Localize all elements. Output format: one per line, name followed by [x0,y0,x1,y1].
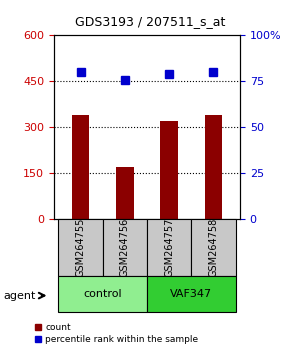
Bar [72,115,89,219]
Bar [205,115,222,219]
Bar [116,167,134,219]
FancyBboxPatch shape [58,219,103,276]
Text: GSM264756: GSM264756 [120,218,130,278]
Text: GDS3193 / 207511_s_at: GDS3193 / 207511_s_at [75,15,225,28]
Text: GSM264755: GSM264755 [76,218,85,278]
FancyBboxPatch shape [147,276,236,312]
FancyBboxPatch shape [58,276,147,312]
Legend: count, percentile rank within the sample: count, percentile rank within the sample [34,323,199,344]
FancyBboxPatch shape [191,219,236,276]
Text: GSM264757: GSM264757 [164,218,174,278]
FancyBboxPatch shape [103,219,147,276]
Text: agent: agent [3,291,35,301]
Text: VAF347: VAF347 [170,289,212,299]
Text: control: control [83,289,122,299]
Text: GSM264758: GSM264758 [208,218,218,278]
Bar [160,121,178,219]
FancyBboxPatch shape [147,219,191,276]
